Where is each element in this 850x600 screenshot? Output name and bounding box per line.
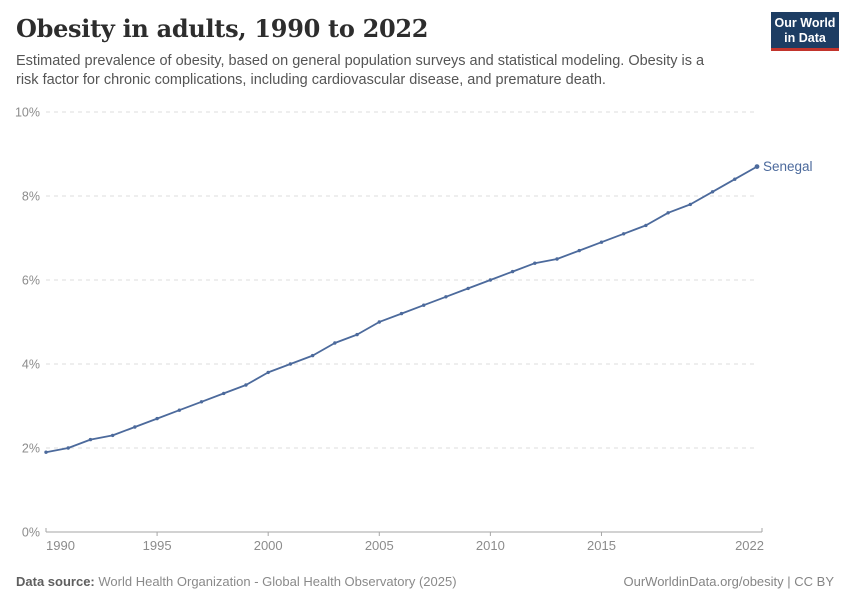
data-source-text: World Health Organization - Global Healt… — [98, 574, 457, 589]
series-label-senegal: Senegal — [763, 159, 813, 174]
chart-subtitle: Estimated prevalence of obesity, based o… — [16, 52, 704, 90]
data-point — [510, 269, 515, 274]
data-point — [199, 400, 204, 404]
data-point — [333, 341, 337, 345]
data-point — [310, 353, 315, 358]
y-tick-label: 0% — [22, 526, 40, 540]
data-point — [399, 311, 404, 316]
y-tick-label: 10% — [15, 106, 40, 120]
data-point — [155, 416, 159, 421]
chart-subtitle-line2: risk factor for chronic complications, i… — [16, 72, 606, 88]
data-point — [621, 232, 626, 236]
data-point — [244, 383, 248, 387]
data-point — [133, 425, 137, 429]
owid-logo-line1: Our World — [774, 16, 836, 30]
data-point — [577, 248, 581, 253]
data-point — [488, 278, 493, 282]
data-source: Data source: World Health Organization -… — [16, 574, 457, 589]
data-point — [177, 408, 182, 412]
data-point — [644, 223, 648, 228]
data-point — [533, 261, 537, 265]
data-point — [555, 257, 559, 261]
chart-footer: Data source: World Health Organization -… — [16, 574, 834, 589]
data-point — [466, 286, 470, 291]
data-point — [422, 303, 426, 307]
x-tick-label: 2015 — [587, 538, 616, 553]
x-tick-label: 2010 — [476, 538, 505, 553]
data-point — [222, 391, 226, 396]
data-point — [599, 240, 604, 244]
x-tick-label: 2005 — [365, 538, 394, 553]
x-tick-label: 1995 — [143, 538, 172, 553]
y-tick-label: 2% — [22, 442, 40, 456]
x-tick-label: 2022 — [735, 538, 764, 553]
chart-subtitle-line1: Estimated prevalence of obesity, based o… — [16, 53, 705, 69]
data-point — [44, 450, 48, 454]
page-title: Obesity in adults, 1990 to 2022 — [16, 14, 429, 43]
data-point — [733, 177, 737, 181]
data-point — [288, 362, 293, 366]
data-point — [66, 446, 70, 450]
credit-link[interactable]: OurWorldinData.org/obesity | CC BY — [623, 574, 835, 589]
data-point — [377, 320, 381, 324]
x-tick-label: 2000 — [254, 538, 283, 553]
x-tick-label: 1990 — [46, 538, 75, 553]
owid-logo[interactable]: Our World in Data — [771, 12, 839, 51]
data-point — [355, 332, 359, 337]
y-tick-label: 6% — [22, 274, 40, 288]
series-line-senegal — [45, 165, 758, 454]
data-point — [88, 437, 93, 442]
data-point — [266, 370, 270, 375]
data-point — [110, 433, 115, 438]
data-point — [754, 164, 760, 170]
data-point — [444, 295, 448, 299]
y-tick-label: 4% — [22, 358, 40, 372]
data-point — [710, 190, 715, 194]
y-tick-label: 8% — [22, 190, 40, 204]
data-source-label: Data source: — [16, 574, 95, 589]
owid-logo-line2: in Data — [784, 30, 826, 45]
data-point — [666, 211, 670, 215]
data-point — [688, 202, 693, 207]
